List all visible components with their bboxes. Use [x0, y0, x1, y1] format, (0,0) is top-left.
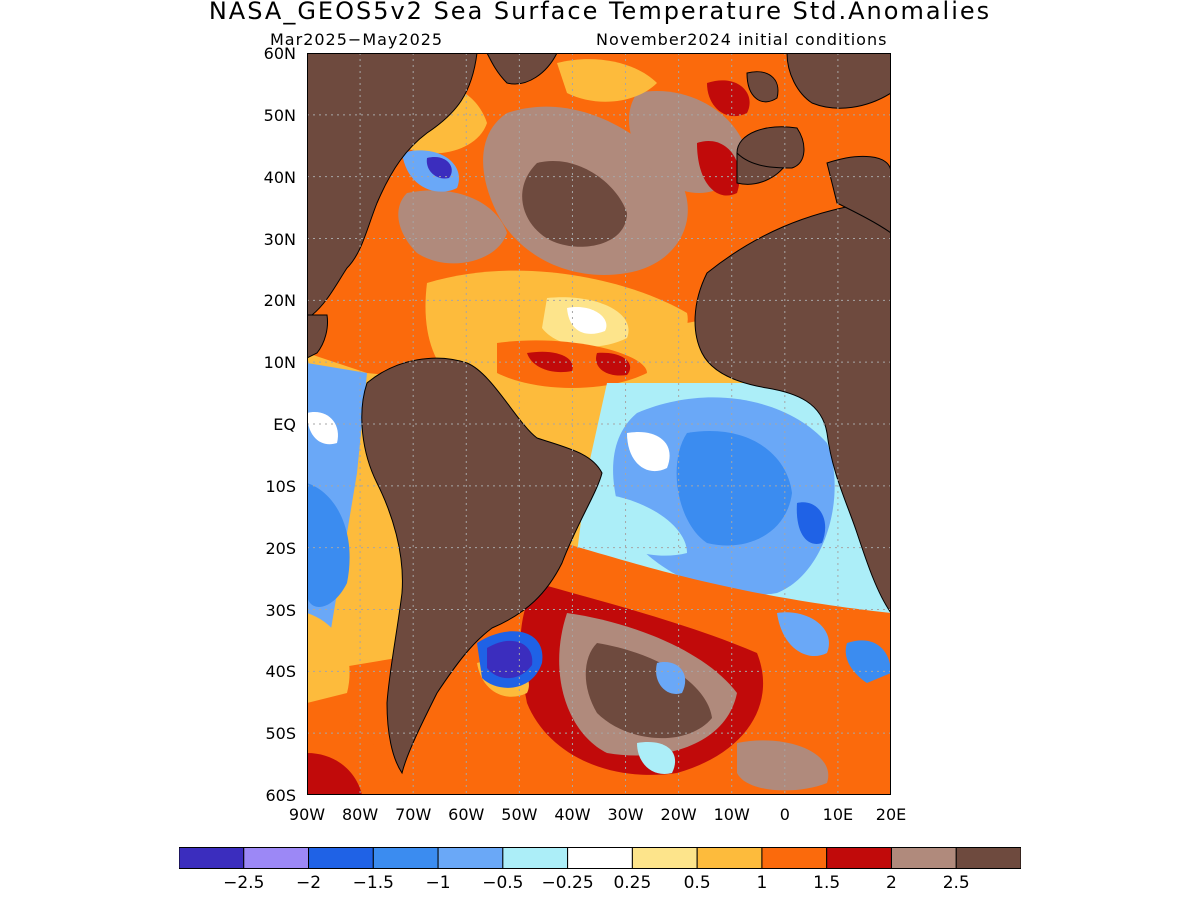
lon-label: 10E: [822, 805, 854, 824]
colorbar-tick-label: −0.5: [482, 873, 524, 893]
lon-label: 80W: [341, 805, 379, 824]
colorbar-tick-label: −2: [296, 873, 322, 893]
central-america-land: [307, 314, 328, 359]
north-america-land: [307, 53, 478, 316]
lat-label: 40N: [263, 167, 296, 187]
lon-label: 0: [779, 805, 790, 824]
colorbar-segment: [308, 847, 374, 869]
lon-label: 20W: [660, 805, 697, 824]
colorbar-tick-label: 0.5: [683, 873, 711, 893]
europe-north-land: [786, 53, 891, 109]
colorbar-segment: [955, 847, 1021, 869]
initial-conditions: November2024 initial conditions: [596, 30, 888, 49]
colorbar-tick-label: 2: [886, 873, 897, 893]
colorbar-tick-label: −1: [425, 873, 451, 893]
lat-label: 30N: [263, 229, 296, 249]
colorbar-segment: [502, 847, 569, 869]
colorbar-segment: [179, 847, 245, 869]
colorbar-segment: [372, 847, 439, 869]
colorbar-tick-label: 0.25: [613, 873, 652, 893]
africa-land: [694, 200, 891, 614]
lon-label: 50W: [501, 805, 538, 824]
iberia-land: [736, 126, 805, 169]
land-masses: [307, 53, 891, 775]
map-frame: [307, 53, 891, 795]
lon-label: 60W: [448, 805, 485, 824]
colorbar-segment: [761, 847, 828, 869]
colorbar-segment: [631, 847, 698, 869]
lat-label: 10S: [265, 476, 296, 496]
lat-label: 30S: [265, 600, 296, 620]
forecast-period: Mar2025−May2025: [270, 30, 444, 49]
lon-label: 30W: [607, 805, 644, 824]
colorbar-tick-label: −0.25: [541, 873, 594, 893]
colorbar-tick-label: −1.5: [352, 873, 394, 893]
lon-label: 40W: [554, 805, 591, 824]
colorbar-segment: [826, 847, 892, 869]
sst-anomaly-map: [307, 53, 891, 795]
map-title: NASA_GEOS5v2 Sea Surface Temperature Std…: [208, 0, 992, 25]
lon-label: 90W: [288, 805, 326, 824]
british-isles-land: [746, 71, 779, 103]
lat-label: 60S: [265, 786, 296, 805]
colorbar-tick-label: −2.5: [223, 873, 265, 893]
lat-label: 60N: [263, 44, 296, 63]
mediterranean-land: [826, 155, 891, 234]
lat-label: 50N: [263, 105, 296, 125]
lat-label: 20S: [265, 538, 296, 558]
lat-label: 10N: [263, 353, 296, 373]
greenland-land: [486, 53, 558, 85]
colorbar-tick-label: 1: [756, 873, 768, 893]
lon-label: 70W: [395, 805, 432, 824]
colorbar-segment: [243, 847, 310, 869]
lat-label: EQ: [273, 415, 296, 434]
colorbar-segment: [890, 847, 957, 869]
lat-label: 20N: [263, 291, 296, 311]
lat-label: 40S: [265, 662, 296, 682]
lat-lon-grid: [307, 53, 891, 795]
colorbar-segment: [567, 847, 633, 869]
colorbar-segment: [696, 847, 763, 869]
colorbar-tick-label: 2.5: [942, 873, 970, 893]
lat-label: 50S: [265, 724, 296, 744]
colorbar-segment: [437, 847, 504, 869]
colorbar: [179, 847, 1021, 869]
colorbar-tick-label: 1.5: [813, 873, 841, 893]
south-america-land: [361, 357, 603, 775]
lon-label: 10W: [713, 805, 750, 824]
lon-label: 20E: [875, 805, 907, 824]
